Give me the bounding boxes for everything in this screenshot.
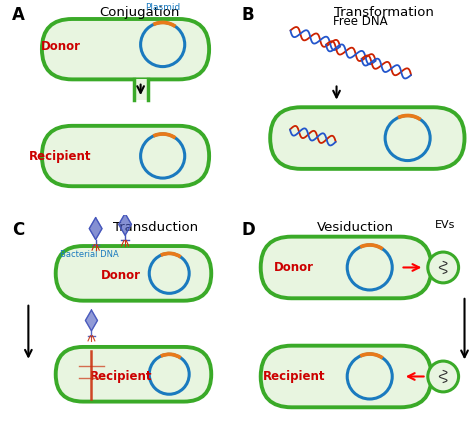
Polygon shape [85,310,98,331]
Polygon shape [89,218,102,239]
Text: Transduction: Transduction [113,221,198,234]
Text: Donor: Donor [40,40,81,53]
Text: EVs: EVs [436,220,456,230]
Text: Recipient: Recipient [90,370,152,383]
Circle shape [428,252,459,283]
FancyBboxPatch shape [42,126,209,186]
Circle shape [428,361,459,392]
Text: C: C [12,221,24,239]
Polygon shape [118,213,131,236]
Text: B: B [242,6,255,24]
FancyBboxPatch shape [56,347,211,402]
Bar [134,79,147,100]
FancyBboxPatch shape [270,107,465,169]
Text: A: A [12,6,25,24]
Text: D: D [242,221,255,239]
Text: Bacterial DNA: Bacterial DNA [60,250,118,259]
Text: Plasmid: Plasmid [145,3,180,12]
Text: Donor: Donor [274,261,314,274]
Text: Donor: Donor [101,269,141,282]
FancyBboxPatch shape [42,19,209,79]
Text: Conjugation: Conjugation [99,6,180,19]
Text: Transformation: Transformation [334,6,434,19]
Text: Recipient: Recipient [263,370,325,383]
FancyBboxPatch shape [56,246,211,301]
FancyBboxPatch shape [261,346,431,407]
FancyBboxPatch shape [261,237,431,298]
Text: Vesiduction: Vesiduction [317,221,394,234]
Text: Free DNA: Free DNA [333,15,388,28]
Text: Recipient: Recipient [29,150,92,163]
